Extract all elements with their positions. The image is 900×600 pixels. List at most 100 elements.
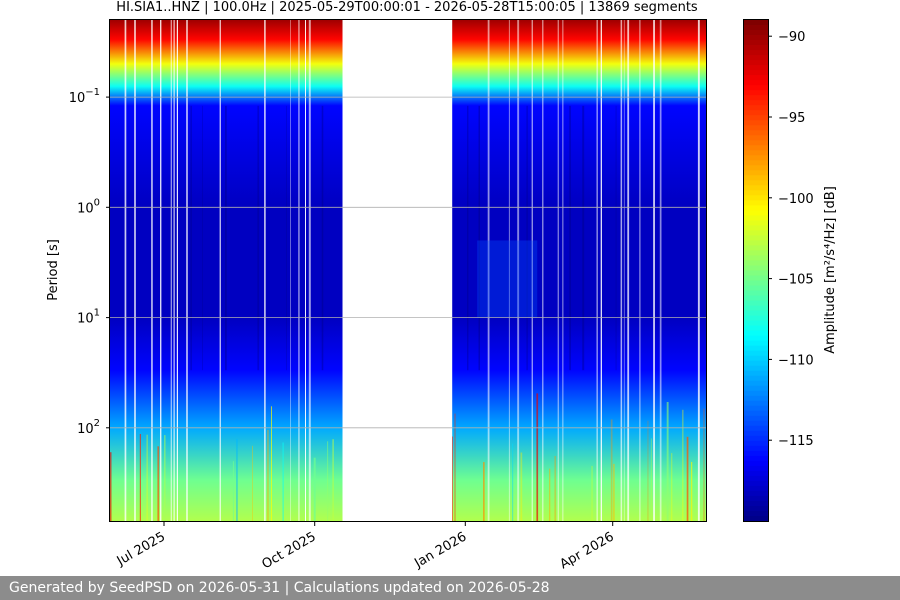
colorbar-gradient: [744, 20, 768, 522]
colorbar-band: [744, 255, 768, 262]
colorbar-band: [744, 205, 768, 211]
colorbar-frame: [743, 19, 769, 522]
colorbar-band: [744, 40, 768, 46]
colorbar-band: [744, 130, 768, 136]
colorbar-band: [744, 135, 768, 141]
colorbar-band: [744, 380, 768, 387]
colorbar-band: [744, 145, 768, 151]
colorbar-band: [744, 395, 768, 402]
colorbar-label: Amplitude [m²/s⁴/Hz] [dB]: [823, 186, 838, 354]
colorbar-band: [744, 290, 768, 297]
colorbar-band: [744, 515, 768, 522]
colorbar-band: [744, 260, 768, 267]
colorbar-band: [744, 405, 768, 412]
colorbar-band: [744, 185, 768, 191]
colorbar-band: [744, 310, 768, 317]
y-axis: 10−1 100 101 102: [69, 87, 110, 437]
colorbar-tick-label: −100: [778, 192, 814, 207]
colorbar-band: [744, 305, 768, 312]
colorbar-band: [744, 115, 768, 121]
colorbar-band: [744, 215, 768, 221]
colorbar-band: [744, 45, 768, 51]
colorbar-band: [744, 415, 768, 422]
spectrogram-image: [110, 20, 706, 521]
colorbar-band: [744, 110, 768, 116]
colorbar-ticks: −90 −95 −100 −105 −110 −115: [768, 30, 814, 449]
colorbar-band: [744, 430, 768, 437]
colorbar-band: [744, 195, 768, 201]
colorbar-band: [744, 285, 768, 292]
colorbar-band: [744, 170, 768, 176]
colorbar-band: [744, 375, 768, 382]
colorbar-band: [744, 165, 768, 171]
colorbar-band: [744, 150, 768, 156]
colorbar-band: [744, 90, 768, 96]
colorbar-band: [744, 180, 768, 186]
colorbar-band: [744, 410, 768, 417]
y-tick-label: 10−1: [69, 87, 100, 106]
data-block-2: [452, 20, 706, 521]
colorbar-band: [744, 210, 768, 216]
colorbar-band: [744, 25, 768, 31]
psd-figure: HI.SIA1..HNZ | 100.0Hz | 2025-05-29T00:0…: [46, 0, 838, 572]
colorbar-band: [744, 465, 768, 472]
colorbar-band: [744, 425, 768, 432]
colorbar-band: [744, 340, 768, 347]
colorbar-band: [744, 510, 768, 517]
colorbar-band: [744, 470, 768, 477]
colorbar-band: [744, 320, 768, 327]
colorbar-band: [744, 460, 768, 467]
x-tick-label: Oct 2025: [259, 529, 318, 572]
colorbar-band: [744, 435, 768, 442]
spectrogram-plot: 10−1 100 101 102 Jul 2025 Oct 2025 Jan 2026 Ap…: [69, 19, 707, 572]
colorbar-band: [744, 65, 768, 71]
colorbar-band: [744, 240, 768, 247]
colorbar-band: [744, 345, 768, 352]
colorbar-band: [744, 190, 768, 196]
colorbar-band: [744, 105, 768, 111]
footer-bar: Generated by SeedPSD on 2026-05-31 | Cal…: [0, 576, 900, 600]
colorbar-tick-label: −90: [778, 30, 805, 45]
colorbar-band: [744, 200, 768, 206]
colorbar-band: [744, 265, 768, 272]
colorbar-tick-label: −95: [778, 111, 805, 126]
colorbar-band: [744, 360, 768, 367]
colorbar-band: [744, 155, 768, 161]
colorbar-tick-label: −105: [778, 273, 814, 288]
colorbar: −90 −95 −100 −105 −110 −115: [743, 19, 814, 522]
colorbar-band: [744, 270, 768, 277]
x-tick-label: Apr 2026: [557, 529, 616, 572]
colorbar-band: [744, 400, 768, 407]
x-tick-label: Jan 2026: [411, 529, 469, 571]
colorbar-band: [744, 490, 768, 497]
colorbar-band: [744, 475, 768, 482]
spectrogram-streaks: [110, 20, 705, 521]
colorbar-band: [744, 85, 768, 91]
colorbar-band: [744, 225, 768, 232]
colorbar-band: [744, 365, 768, 372]
colorbar-band: [744, 20, 768, 26]
colorbar-band: [744, 55, 768, 61]
y-tick-label: 101: [77, 308, 100, 327]
x-axis: Jul 2025 Oct 2025 Jan 2026 Apr 2026: [114, 521, 617, 572]
colorbar-band: [744, 230, 768, 237]
colorbar-band: [744, 80, 768, 86]
colorbar-band: [744, 495, 768, 502]
colorbar-band: [744, 325, 768, 332]
colorbar-band: [744, 335, 768, 342]
colorbar-band: [744, 70, 768, 76]
colorbar-band: [744, 235, 768, 242]
colorbar-band: [744, 500, 768, 507]
colorbar-band: [744, 120, 768, 126]
colorbar-band: [744, 100, 768, 106]
colorbar-band: [744, 505, 768, 512]
colorbar-tick-label: −110: [778, 353, 814, 368]
y-tick-label: 100: [77, 197, 100, 216]
gridlines: [110, 96, 706, 429]
colorbar-band: [744, 250, 768, 257]
colorbar-band: [744, 450, 768, 457]
colorbar-band: [744, 350, 768, 357]
x-tick-label: Jul 2025: [114, 529, 168, 569]
colorbar-band: [744, 75, 768, 81]
colorbar-band: [744, 300, 768, 307]
